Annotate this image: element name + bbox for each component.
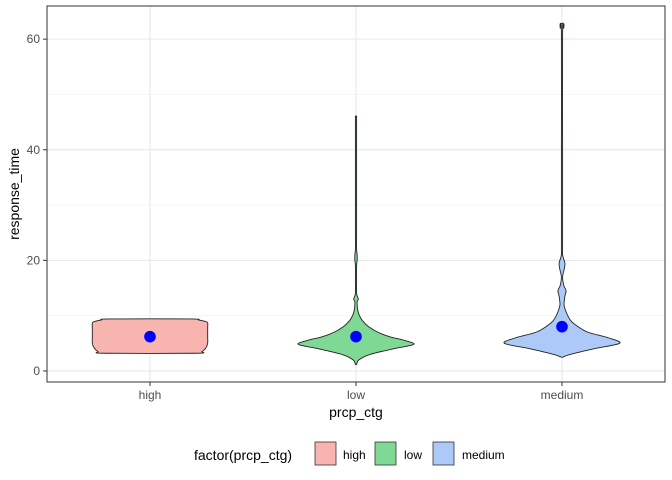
- violin-low: [297, 115, 415, 366]
- y-tick-label: 0: [33, 364, 40, 378]
- legend-key-high: [314, 441, 337, 466]
- legend-label-medium: medium: [462, 448, 505, 462]
- legend-item-high: high: [314, 441, 366, 466]
- x-tick-label-low: low: [347, 388, 365, 402]
- y-tick-label: 60: [27, 32, 41, 46]
- y-tick-label: 40: [27, 143, 41, 157]
- legend-item-low: low: [374, 441, 422, 466]
- x-axis-title: prcp_ctg: [329, 404, 383, 420]
- legend-item-medium: medium: [432, 441, 505, 466]
- violin-medium: [503, 22, 621, 358]
- mean-points: [144, 320, 568, 343]
- x-axis: high low medium: [139, 382, 584, 402]
- legend-label-low: low: [404, 448, 422, 462]
- mean-point-medium: [556, 320, 568, 333]
- legend: factor(prcp_ctg) high low medium: [194, 441, 505, 466]
- y-axis-title: response_time: [6, 148, 22, 240]
- y-axis: 0 20 40 60: [27, 32, 47, 378]
- x-tick-label-medium: medium: [541, 388, 584, 402]
- x-tick-label-high: high: [139, 388, 162, 402]
- legend-key-medium: [432, 441, 455, 466]
- legend-title: factor(prcp_ctg): [194, 447, 292, 463]
- mean-point-high: [144, 330, 156, 343]
- y-tick-label: 20: [27, 253, 41, 267]
- legend-label-high: high: [343, 448, 366, 462]
- legend-key-low: [374, 441, 397, 466]
- mean-point-low: [350, 330, 362, 343]
